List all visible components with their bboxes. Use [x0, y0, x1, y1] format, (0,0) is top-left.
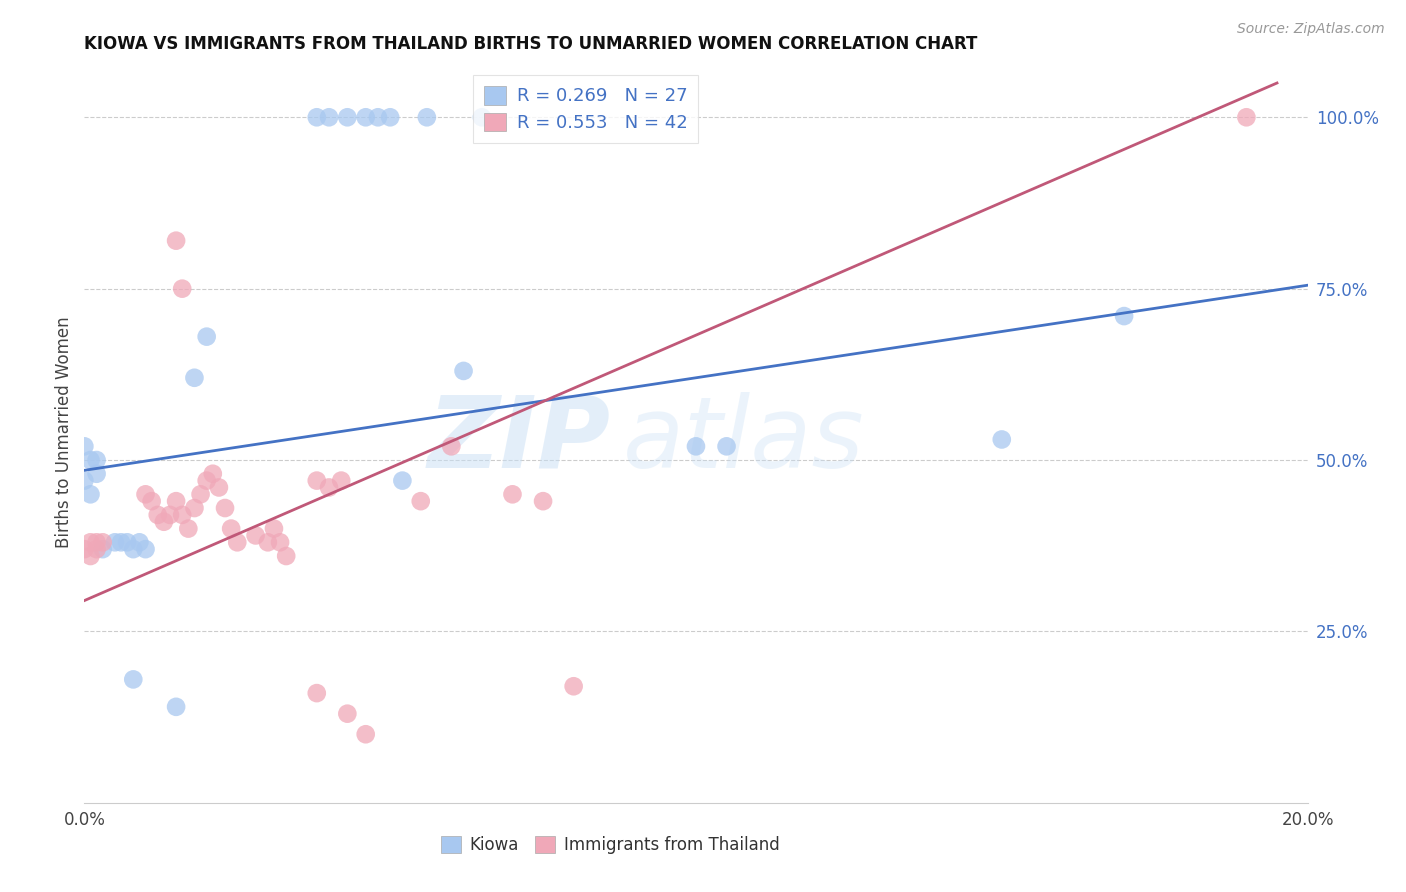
Point — [318, 110, 340, 124]
Text: Source: ZipAtlas.com: Source: ZipAtlas.com — [1237, 22, 1385, 37]
Point — [79, 549, 101, 563]
Point — [86, 542, 108, 557]
Point — [354, 727, 377, 741]
Point — [336, 110, 359, 124]
Point — [115, 535, 138, 549]
Y-axis label: Births to Unmarried Women: Births to Unmarried Women — [55, 317, 73, 549]
Point — [354, 110, 377, 124]
Point — [79, 487, 101, 501]
Point — [86, 535, 108, 549]
Point — [305, 474, 328, 488]
Point — [269, 535, 291, 549]
Point — [128, 535, 150, 549]
Point — [245, 528, 267, 542]
Point — [685, 439, 707, 453]
Point — [79, 453, 101, 467]
Point — [562, 679, 585, 693]
Point — [263, 522, 285, 536]
Point — [318, 480, 340, 494]
Point — [380, 110, 402, 124]
Point — [73, 474, 96, 488]
Point — [226, 535, 249, 549]
Point — [141, 494, 163, 508]
Point — [183, 371, 205, 385]
Point — [257, 535, 280, 549]
Point — [177, 522, 200, 536]
Point — [183, 501, 205, 516]
Point — [219, 522, 242, 536]
Point — [214, 501, 236, 516]
Point — [91, 542, 114, 557]
Point — [1236, 110, 1258, 124]
Point — [104, 535, 127, 549]
Point — [135, 542, 157, 557]
Point — [73, 542, 96, 557]
Point — [391, 474, 413, 488]
Point — [86, 467, 108, 481]
Point — [208, 480, 231, 494]
Point — [73, 439, 96, 453]
Point — [330, 474, 353, 488]
Point — [159, 508, 181, 522]
Point — [190, 487, 212, 501]
Text: ZIP: ZIP — [427, 392, 610, 489]
Point — [1114, 309, 1136, 323]
Point — [86, 453, 108, 467]
Point — [172, 282, 194, 296]
Point — [276, 549, 298, 563]
Point — [165, 234, 187, 248]
Legend: Kiowa, Immigrants from Thailand: Kiowa, Immigrants from Thailand — [434, 830, 786, 861]
Point — [91, 535, 114, 549]
Point — [409, 494, 432, 508]
Point — [471, 110, 494, 124]
Point — [440, 439, 463, 453]
Point — [453, 364, 475, 378]
Point — [367, 110, 389, 124]
Point — [305, 686, 328, 700]
Point — [195, 329, 218, 343]
Point — [716, 439, 738, 453]
Point — [502, 487, 524, 501]
Point — [201, 467, 224, 481]
Point — [172, 508, 194, 522]
Point — [122, 673, 145, 687]
Point — [79, 535, 101, 549]
Point — [195, 474, 218, 488]
Point — [146, 508, 169, 522]
Text: atlas: atlas — [623, 392, 865, 489]
Point — [336, 706, 359, 721]
Text: KIOWA VS IMMIGRANTS FROM THAILAND BIRTHS TO UNMARRIED WOMEN CORRELATION CHART: KIOWA VS IMMIGRANTS FROM THAILAND BIRTHS… — [84, 35, 977, 53]
Point — [153, 515, 176, 529]
Point — [416, 110, 439, 124]
Point — [165, 494, 187, 508]
Point — [991, 433, 1014, 447]
Point — [110, 535, 132, 549]
Point — [305, 110, 328, 124]
Point — [122, 542, 145, 557]
Point — [165, 699, 187, 714]
Point — [135, 487, 157, 501]
Point — [531, 494, 554, 508]
